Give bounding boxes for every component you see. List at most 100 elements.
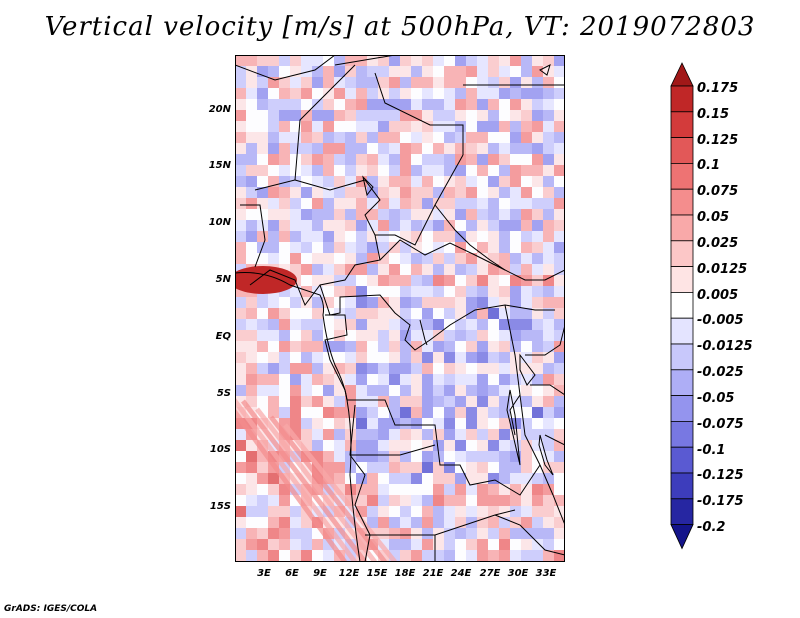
field-cell <box>323 275 334 286</box>
field-cell <box>378 220 389 231</box>
field-cell <box>290 110 301 121</box>
field-cell <box>367 462 378 473</box>
field-cell <box>345 407 356 418</box>
field-cell <box>378 462 389 473</box>
field-cell <box>433 539 444 550</box>
field-cell <box>532 418 543 429</box>
field-cell <box>400 440 411 451</box>
field-cell <box>257 473 268 484</box>
field-cell <box>444 528 455 539</box>
field-cell <box>279 352 290 363</box>
field-cell <box>301 473 312 484</box>
field-cell <box>268 528 279 539</box>
field-cell <box>400 253 411 264</box>
field-cell <box>290 297 301 308</box>
field-cell <box>345 121 356 132</box>
field-cell <box>532 55 543 66</box>
field-cell <box>433 198 444 209</box>
lat-label: 15N <box>208 160 231 171</box>
field-cell <box>378 374 389 385</box>
field-cell <box>466 539 477 550</box>
border-line <box>319 284 555 351</box>
field-cell <box>400 308 411 319</box>
field-cell <box>455 396 466 407</box>
field-cell <box>246 55 257 66</box>
colorbar-label: -0.0125 <box>697 339 753 354</box>
field-cell <box>257 165 268 176</box>
field-cell <box>367 396 378 407</box>
field-cell <box>400 418 411 429</box>
field-cell <box>312 363 323 374</box>
field-cell <box>499 462 510 473</box>
field-cell <box>444 275 455 286</box>
field-cell <box>389 330 400 341</box>
field-cell <box>279 88 290 99</box>
field-cell <box>466 99 477 110</box>
field-cell <box>312 99 323 110</box>
field-cell <box>499 231 510 242</box>
field-cell <box>323 176 334 187</box>
field-cell <box>334 407 345 418</box>
field-cell <box>543 352 554 363</box>
field-cell <box>345 242 356 253</box>
field-cell <box>301 352 312 363</box>
field-cell <box>356 209 367 220</box>
field-cell <box>235 330 246 341</box>
field-cell <box>400 55 411 66</box>
field-cell <box>323 88 334 99</box>
field-cell <box>268 550 279 561</box>
field-cell <box>400 297 411 308</box>
field-cell <box>246 440 257 451</box>
field-cell <box>554 220 565 231</box>
field-cell <box>235 495 246 506</box>
field-cell <box>532 132 543 143</box>
field-cell <box>411 473 422 484</box>
field-cell <box>411 374 422 385</box>
field-cell <box>367 506 378 517</box>
field-cell <box>554 121 565 132</box>
field-cell <box>433 66 444 77</box>
field-cell <box>345 209 356 220</box>
field-cell <box>389 242 400 253</box>
field-cell <box>466 462 477 473</box>
field-cell <box>389 528 400 539</box>
field-cell <box>235 363 246 374</box>
vertical-velocity-map <box>235 55 565 562</box>
field-cell <box>477 550 488 561</box>
field-cell <box>378 550 389 561</box>
field-cell <box>235 440 246 451</box>
field-cell <box>488 385 499 396</box>
field-cell <box>257 77 268 88</box>
field-cell <box>301 187 312 198</box>
field-cell <box>455 209 466 220</box>
field-cell <box>378 451 389 462</box>
field-cell <box>323 440 334 451</box>
field-cell <box>510 462 521 473</box>
field-cell <box>268 297 279 308</box>
field-cell <box>235 308 246 319</box>
field-cell <box>312 286 323 297</box>
field-cell <box>510 264 521 275</box>
field-cell <box>378 231 389 242</box>
field-cell <box>444 220 455 231</box>
field-cell <box>477 440 488 451</box>
field-cell <box>235 286 246 297</box>
field-cell <box>455 308 466 319</box>
field-cell <box>433 88 444 99</box>
field-cell <box>477 418 488 429</box>
field-cell <box>466 297 477 308</box>
field-cell <box>411 385 422 396</box>
field-cell <box>411 341 422 352</box>
field-cell <box>444 495 455 506</box>
field-cell <box>422 341 433 352</box>
field-cell <box>444 539 455 550</box>
field-cell <box>510 231 521 242</box>
field-cell <box>510 539 521 550</box>
field-cell <box>455 66 466 77</box>
field-cell <box>389 517 400 528</box>
field-cell <box>334 440 345 451</box>
field-cell <box>323 528 334 539</box>
field-cell <box>422 143 433 154</box>
field-cell <box>455 121 466 132</box>
field-cell <box>389 539 400 550</box>
